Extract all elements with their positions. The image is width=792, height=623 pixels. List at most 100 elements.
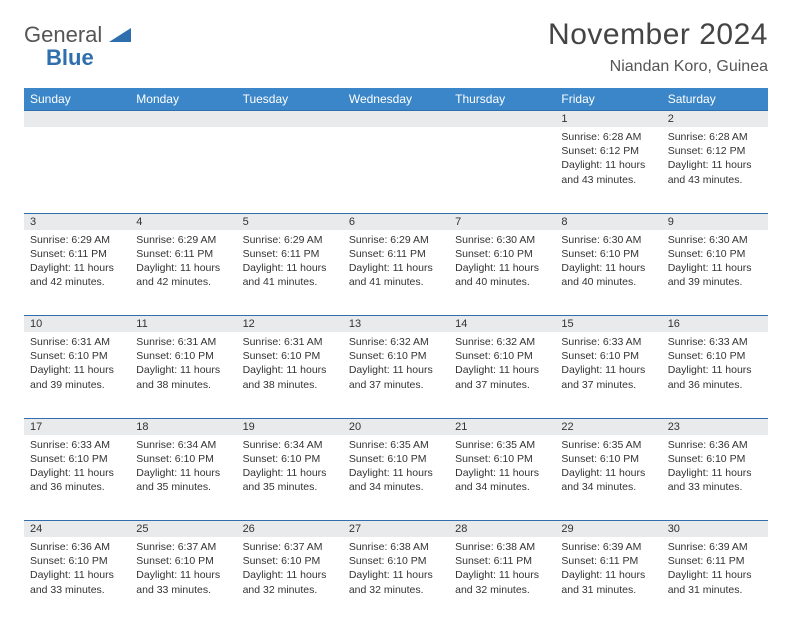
week-daynum-row: 24252627282930 [24,521,768,538]
day-details: Sunrise: 6:32 AMSunset: 6:10 PMDaylight:… [449,332,555,396]
day-number: 8 [555,214,661,230]
day-cell: Sunrise: 6:31 AMSunset: 6:10 PMDaylight:… [24,332,130,418]
day-number-cell: 28 [449,521,555,538]
week-body-row: Sunrise: 6:31 AM Sunset: 6:10 PM Daylight:… [24,332,768,418]
day-cell: Sunrise: 6:29 AMSunset: 6:11 PMDaylight:… [343,230,449,316]
day-details: Sunrise: 6:30 AMSunset: 6:10 PMDaylight:… [555,230,661,294]
sunset-line: Sunset: 6:10 PM [349,554,443,568]
day-number: 15 [555,316,661,332]
sunset-line: Sunset: 6:10 PM [668,452,762,466]
day-number-cell: 14 [449,316,555,333]
sunrise-line: Sunrise: 6:31 AM [30,335,124,349]
day-number: 17 [24,419,130,435]
brand-triangle-icon [109,28,131,42]
day-cell: Sunrise: 6:38 AMSunset: 6:10 PMDaylight:… [343,537,449,623]
day-number-cell [449,111,555,128]
day-details: Sunrise: 6:35 AMSunset: 6:10 PMDaylight:… [343,435,449,499]
brand-logo: General Blue [24,18,131,70]
day-number: 18 [130,419,236,435]
daylight-line: Daylight: 11 hours and 34 minutes. [455,466,549,494]
day-cell: Sunrise: 6:35 AMSunset: 6:10 PMDaylight:… [343,435,449,521]
sunrise-line: Sunrise: 6:29 AM [136,233,230,247]
weekday-header: Saturday [662,88,768,111]
day-number: 24 [24,521,130,537]
day-number: 2 [662,111,768,127]
day-details: Sunrise: 6:34 AMSunset: 6:10 PMDaylight:… [130,435,236,499]
day-number-cell: 23 [662,418,768,435]
day-number: 10 [24,316,130,332]
day-number-cell: 18 [130,418,236,435]
brand-text: General Blue [24,24,131,70]
day-details: Sunrise: 6:35 AMSunset: 6:10 PMDaylight:… [449,435,555,499]
week-body-row: Sunrise: 6:29 AM Sunset: 6:11 PM Daylight:… [24,230,768,316]
day-cell: Sunrise: 6:38 AMSunset: 6:11 PMDaylight:… [449,537,555,623]
day-details [237,127,343,134]
sunset-line: Sunset: 6:10 PM [30,554,124,568]
sunrise-line: Sunrise: 6:36 AM [668,438,762,452]
daylight-line: Daylight: 11 hours and 40 minutes. [561,261,655,289]
weekday-header: Thursday [449,88,555,111]
day-cell: Sunrise: 6:30 AMSunset: 6:10 PMDaylight:… [449,230,555,316]
day-number: 5 [237,214,343,230]
daylight-line: Daylight: 11 hours and 42 minutes. [30,261,124,289]
title-block: November 2024 Niandan Koro, Guinea [548,18,768,76]
daylight-line: Daylight: 11 hours and 32 minutes. [349,568,443,596]
sunset-line: Sunset: 6:11 PM [243,247,337,261]
daylight-line: Daylight: 11 hours and 37 minutes. [455,363,549,391]
day-details: Sunrise: 6:30 AMSunset: 6:10 PMDaylight:… [449,230,555,294]
sunrise-line: Sunrise: 6:35 AM [455,438,549,452]
day-details: Sunrise: 6:28 AMSunset: 6:12 PMDaylight:… [662,127,768,191]
sunrise-line: Sunrise: 6:30 AM [561,233,655,247]
day-cell: Sunrise: 6:30 AMSunset: 6:10 PMDaylight:… [555,230,661,316]
day-cell: Sunrise: 6:37 AMSunset: 6:10 PMDaylight:… [130,537,236,623]
daylight-line: Daylight: 11 hours and 31 minutes. [561,568,655,596]
week-daynum-row: 3456789 [24,213,768,230]
day-details: Sunrise: 6:31 AMSunset: 6:10 PMDaylight:… [24,332,130,396]
daylight-line: Daylight: 11 hours and 40 minutes. [455,261,549,289]
day-details: Sunrise: 6:38 AMSunset: 6:11 PMDaylight:… [449,537,555,601]
sunrise-line: Sunrise: 6:31 AM [136,335,230,349]
daylight-line: Daylight: 11 hours and 31 minutes. [668,568,762,596]
day-number: 11 [130,316,236,332]
day-details [343,127,449,134]
day-number: 22 [555,419,661,435]
sunrise-line: Sunrise: 6:33 AM [30,438,124,452]
day-number-cell: 16 [662,316,768,333]
sunrise-line: Sunrise: 6:38 AM [455,540,549,554]
weekday-header: Wednesday [343,88,449,111]
day-cell: Sunrise: 6:36 AMSunset: 6:10 PMDaylight:… [662,435,768,521]
sunset-line: Sunset: 6:10 PM [561,247,655,261]
day-details: Sunrise: 6:36 AMSunset: 6:10 PMDaylight:… [662,435,768,499]
day-cell [237,127,343,213]
day-details: Sunrise: 6:39 AMSunset: 6:11 PMDaylight:… [555,537,661,601]
sunrise-line: Sunrise: 6:29 AM [30,233,124,247]
weekday-header: Tuesday [237,88,343,111]
daylight-line: Daylight: 11 hours and 33 minutes. [136,568,230,596]
day-number: 28 [449,521,555,537]
day-details: Sunrise: 6:29 AMSunset: 6:11 PMDaylight:… [237,230,343,294]
day-cell: Sunrise: 6:36 AMSunset: 6:10 PMDaylight:… [24,537,130,623]
daylight-line: Daylight: 11 hours and 37 minutes. [561,363,655,391]
sunrise-line: Sunrise: 6:32 AM [349,335,443,349]
day-number: 25 [130,521,236,537]
weekday-header: Friday [555,88,661,111]
day-number: 21 [449,419,555,435]
day-details: Sunrise: 6:35 AMSunset: 6:10 PMDaylight:… [555,435,661,499]
sunset-line: Sunset: 6:11 PM [349,247,443,261]
day-number [343,111,449,127]
day-number-cell: 7 [449,213,555,230]
day-number-cell: 20 [343,418,449,435]
day-number-cell: 6 [343,213,449,230]
sunrise-line: Sunrise: 6:33 AM [561,335,655,349]
sunset-line: Sunset: 6:10 PM [243,452,337,466]
day-cell: Sunrise: 6:29 AMSunset: 6:11 PMDaylight:… [237,230,343,316]
sunset-line: Sunset: 6:10 PM [136,554,230,568]
day-number-cell: 27 [343,521,449,538]
day-cell [343,127,449,213]
calendar-table: SundayMondayTuesdayWednesdayThursdayFrid… [24,88,768,623]
week-daynum-row: 12 [24,111,768,128]
sunrise-line: Sunrise: 6:39 AM [561,540,655,554]
day-number-cell [237,111,343,128]
sunset-line: Sunset: 6:10 PM [349,349,443,363]
day-cell: Sunrise: 6:33 AMSunset: 6:10 PMDaylight:… [662,332,768,418]
